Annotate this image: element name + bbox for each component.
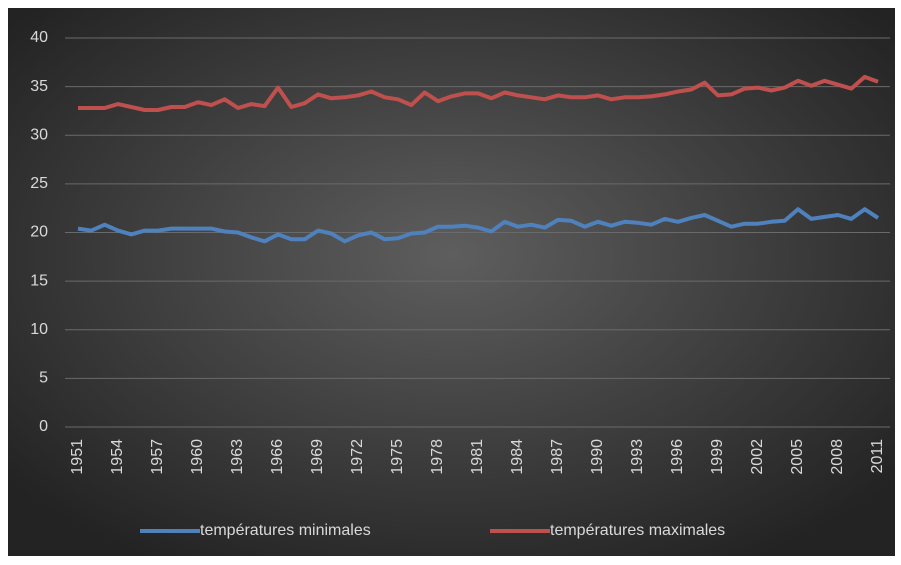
x-tick-label: 1987 (549, 439, 566, 475)
y-tick-label: 35 (30, 78, 48, 95)
y-tick-label: 5 (39, 370, 48, 387)
y-tick-label: 10 (30, 321, 48, 338)
chart-background (8, 8, 895, 556)
x-tick-label: 1984 (509, 439, 526, 475)
x-tick-label: 1996 (669, 439, 686, 475)
y-tick-label: 20 (30, 224, 48, 241)
y-tick-label: 0 (39, 418, 48, 435)
x-tick-label: 1954 (109, 439, 126, 475)
x-tick-label: 1966 (269, 439, 286, 475)
legend-label: températures minimales (200, 522, 371, 539)
x-tick-label: 1993 (629, 439, 646, 475)
x-tick-label: 2008 (829, 439, 846, 475)
y-tick-label: 40 (30, 29, 48, 46)
x-tick-label: 1999 (709, 439, 726, 475)
y-tick-label: 30 (30, 126, 48, 143)
x-tick-label: 1957 (149, 439, 166, 475)
x-tick-label: 2002 (749, 439, 766, 475)
x-tick-label: 1963 (229, 439, 246, 475)
x-tick-label: 2005 (789, 439, 806, 475)
x-tick-label: 1975 (389, 439, 406, 475)
y-tick-label: 15 (30, 272, 48, 289)
y-tick-label: 25 (30, 175, 48, 192)
x-tick-label: 2011 (869, 439, 886, 474)
x-tick-label: 1969 (309, 439, 326, 475)
x-tick-label: 1951 (69, 439, 86, 475)
x-tick-label: 1990 (589, 439, 606, 475)
x-tick-label: 1978 (429, 439, 446, 475)
x-tick-label: 1960 (189, 439, 206, 475)
series-line (78, 74, 879, 112)
legend-label: températures maximales (550, 522, 725, 539)
series-line (77, 207, 880, 244)
x-tick-label: 1981 (469, 439, 486, 475)
x-tick-label: 1972 (349, 439, 366, 475)
